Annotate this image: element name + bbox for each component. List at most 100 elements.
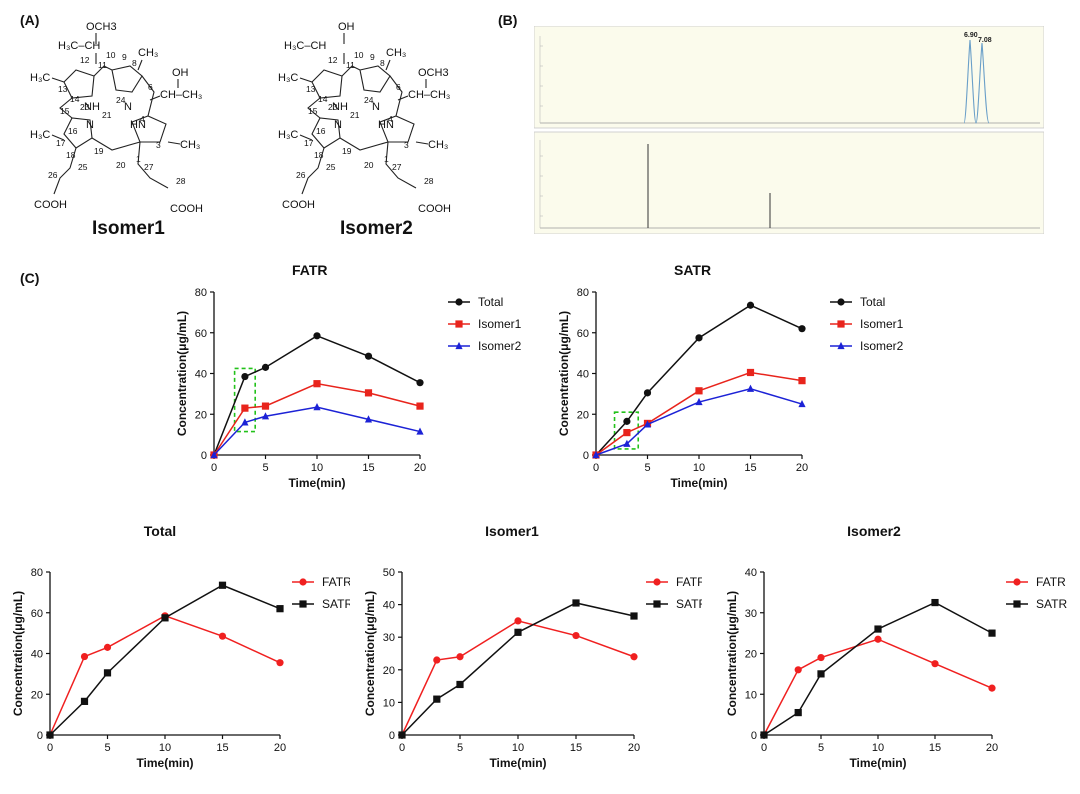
svg-text:17: 17 [304, 138, 314, 148]
chart-isomer1-series-satr [398, 599, 638, 739]
chart-fatr-ytick-label: 0 [201, 450, 207, 462]
svg-text:H₃C: H₃C [278, 72, 298, 84]
chart-total-legend-marker [299, 600, 307, 608]
chart-isomer1-point-fatr [514, 617, 522, 625]
svg-text:6: 6 [148, 82, 153, 92]
chart-fatr-line-isomer2 [213, 406, 421, 456]
svg-text:11: 11 [346, 60, 355, 70]
chart-satr-heading: SATR [674, 262, 712, 278]
chart-satr-xtick-label: 20 [796, 462, 808, 474]
chart-isomer1-point-satr [398, 731, 406, 739]
svg-text:4: 4 [140, 114, 145, 124]
chart-satr-point-isomer1 [746, 368, 755, 377]
chart-fatr-point-isomer1 [313, 380, 321, 388]
svg-text:N: N [86, 119, 94, 131]
chart-total-legend-label: FATR [322, 575, 350, 589]
panel-label-a: (A) [20, 12, 40, 28]
chart-isomer1-point-satr [514, 628, 522, 636]
svg-text:28: 28 [176, 176, 186, 186]
chart-satr-point-isomer1 [798, 377, 806, 385]
chart-isomer1-xtick-label: 20 [628, 742, 640, 754]
chart-isomer2-ytick-label: 40 [745, 567, 757, 579]
chart-satr-xtick-label: 0 [593, 462, 599, 474]
chart-satr-point-isomer2 [798, 399, 806, 408]
chart-isomer1-legend-marker [653, 578, 661, 586]
chart-satr-legend-marker [837, 320, 845, 328]
chart-total-title: Total [144, 523, 176, 539]
svg-text:16: 16 [316, 126, 326, 136]
chart-fatr-point-isomer1 [416, 402, 424, 410]
chart-isomer2-point-fatr [817, 653, 825, 662]
chart-isomer2-point-fatr [794, 666, 802, 674]
isomer1-name: Isomer1 [92, 218, 165, 239]
chart-fatr-legend-marker [455, 298, 463, 306]
svg-text:23: 23 [328, 102, 338, 112]
svg-text:10: 10 [106, 50, 116, 60]
svg-text:9: 9 [370, 52, 375, 62]
chart-isomer2-legend-marker [1013, 578, 1021, 586]
svg-text:H₃C: H₃C [30, 129, 50, 141]
chart-fatr-point-isomer2 [210, 450, 218, 459]
chart-satr-line-isomer1 [595, 371, 803, 456]
chart-fatr-xtick-label: 20 [414, 462, 426, 474]
chart-total-point-satr [80, 697, 89, 705]
chart-satr-ytick-label: 0 [583, 450, 589, 462]
svg-text:H₃C: H₃C [30, 72, 50, 84]
chart-satr-highlight-box [613, 411, 640, 450]
chart-isomer1-point-fatr [630, 653, 638, 661]
chart-isomer1-line-fatr [401, 620, 635, 736]
svg-text:20: 20 [364, 160, 374, 170]
svg-text:H₃C: H₃C [278, 129, 298, 141]
svg-text:17: 17 [56, 138, 66, 148]
chart-satr-point-isomer2 [695, 397, 703, 406]
isomer1-top-sub: OCH3 [86, 21, 117, 33]
chart-satr-legend-label: Total [860, 295, 885, 309]
svg-text:8: 8 [132, 58, 137, 68]
chart-isomer2-xtick-label: 20 [986, 742, 998, 754]
chart-isomer2-xtick-label: 10 [872, 742, 884, 754]
chart-fatr-point-total [313, 332, 321, 340]
svg-text:HN: HN [130, 119, 146, 131]
chart-total-xlabel: Time(min) [136, 756, 193, 770]
svg-text:27: 27 [144, 162, 154, 172]
chart-satr-xtick-label: 5 [644, 462, 650, 474]
chart-isomer2-legend-label: FATR [1036, 575, 1066, 589]
svg-text:24: 24 [364, 95, 374, 105]
chart-total-point-satr [161, 614, 169, 622]
chart-isomer1-ytick-label: 40 [383, 600, 395, 612]
chart-fatr-point-total [241, 372, 249, 381]
isomer1-right-sub: OH [172, 67, 189, 79]
chart-isomer1-xtick-label: 15 [570, 742, 582, 754]
chart-satr-line-isomer2 [595, 388, 803, 456]
chart-fatr-ytick-label: 80 [195, 287, 207, 299]
svg-text:14: 14 [70, 94, 80, 104]
chart-isomer2-point-satr [817, 670, 825, 678]
svg-text:3: 3 [156, 140, 161, 150]
chart-isomer1-ytick-label: 10 [383, 697, 395, 709]
chart-isomer2-series-satr [760, 598, 996, 739]
chart-isomer2-point-satr [874, 625, 882, 633]
svg-text:CH₃: CH₃ [428, 139, 448, 151]
panel-label-b: (B) [498, 12, 518, 28]
chart-total-point-satr [103, 669, 112, 677]
chart-isomer2-series-fatr [760, 635, 996, 739]
svg-text:9: 9 [122, 52, 127, 62]
chart-isomer2-ytick-label: 0 [751, 730, 757, 742]
svg-text:COOH: COOH [418, 203, 451, 215]
svg-text:N: N [372, 101, 380, 113]
chart-fatr-point-isomer2 [313, 403, 321, 411]
chromatogram-lower-frame [534, 131, 1044, 234]
svg-text:23: 23 [80, 102, 90, 112]
svg-text:CH₃: CH₃ [138, 47, 158, 59]
isomer2-right-sub: OCH3 [418, 67, 449, 79]
chromatogram-upper-peaks [963, 39, 990, 124]
chart-fatr-point-isomer1 [261, 402, 270, 410]
chart-fatr-legend-marker [455, 320, 463, 328]
chart-isomer2-legend-label: SATR [1036, 597, 1067, 611]
chart-satr-point-isomer2 [643, 420, 652, 428]
chart-isomer2-point-satr [988, 629, 996, 637]
chart-fatr-ytick-label: 40 [195, 369, 207, 381]
svg-text:12: 12 [80, 55, 90, 65]
chart-isomer1-point-fatr [456, 653, 464, 661]
chart-total-xtick-label: 10 [159, 742, 171, 754]
